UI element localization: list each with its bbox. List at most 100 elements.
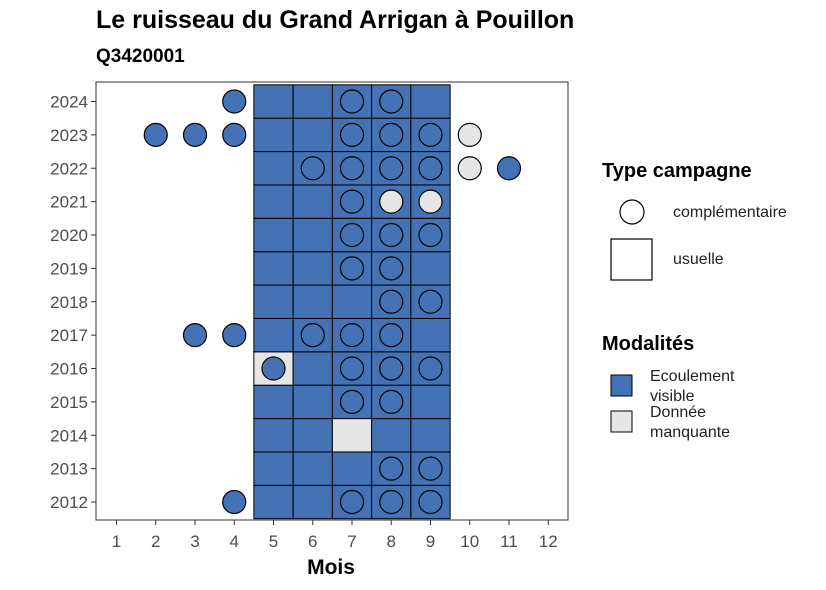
x-tick-label-2: 2 xyxy=(151,532,160,551)
complementaire-point-2023-2 xyxy=(143,122,168,147)
usuelle-tile-2013-6 xyxy=(292,451,333,486)
y-tick-label-2018: 2018 xyxy=(50,293,88,312)
legend-label-usuelle: usuelle xyxy=(673,251,724,268)
complementaire-point-2023-7 xyxy=(339,122,365,147)
complementaire-point-2017-3 xyxy=(182,323,208,348)
y-tick-label-2015: 2015 xyxy=(50,393,88,412)
usuelle-tile-2014-6 xyxy=(292,418,333,453)
usuelle-tile-2024-9 xyxy=(410,84,451,119)
complementaire-point-2016-8 xyxy=(379,356,404,381)
usuelle-tile-2014-9 xyxy=(410,418,451,453)
x-tick-label-5: 5 xyxy=(269,532,278,551)
legend-key-visible xyxy=(610,374,633,397)
y-axis: 2012 2013 2014 2015 2016 2017 2018 2019 2020 2021… xyxy=(50,93,96,512)
complementaire-point-2024-7 xyxy=(339,89,365,114)
usuelle-tile-2015-5 xyxy=(253,384,294,420)
y-tick-label-2012: 2012 xyxy=(50,493,88,512)
complementaire-points xyxy=(143,89,522,515)
complementaire-point-2022-8 xyxy=(379,156,404,181)
chart-subtitle: Q3420001 xyxy=(96,46,185,67)
usuelle-tile-2020-5 xyxy=(253,217,294,253)
usuelle-tile-2017-5 xyxy=(253,317,294,353)
complementaire-point-2017-7 xyxy=(339,323,365,348)
complementaire-point-2018-9 xyxy=(418,289,443,314)
legend-square-usuelle xyxy=(610,238,653,281)
usuelle-tile-2015-6 xyxy=(292,384,333,420)
y-tick-label-2023: 2023 xyxy=(50,126,88,145)
usuelle-tile-2024-5 xyxy=(253,84,294,119)
x-tick-label-11: 11 xyxy=(500,532,518,551)
usuelle-tile-2014-5 xyxy=(253,418,294,453)
complementaire-point-2022-9 xyxy=(418,156,443,181)
complementaire-point-2023-3 xyxy=(182,122,208,147)
complementaire-point-2020-9 xyxy=(418,222,443,248)
usuelle-tile-2024-6 xyxy=(292,84,333,119)
complementaire-point-2022-10 xyxy=(457,156,482,181)
legend-label-missing-line1: Donnée xyxy=(650,404,707,421)
complementaire-point-2022-11 xyxy=(496,156,522,181)
usuelle-tile-2021-5 xyxy=(253,184,294,219)
complementaire-point-2021-7 xyxy=(339,189,365,214)
usuelle-tile-2015-9 xyxy=(410,384,451,420)
usuelle-tile-2023-6 xyxy=(292,117,333,153)
usuelle-tile-2019-6 xyxy=(292,251,333,286)
usuelle-tile-2013-7 xyxy=(331,451,373,486)
usuelle-tile-2023-5 xyxy=(253,117,294,153)
complementaire-point-2012-4 xyxy=(222,489,247,515)
legend-label-visible: Ecoulement visible xyxy=(650,367,735,407)
complementaire-point-2012-7 xyxy=(339,489,365,515)
y-tick-label-2016: 2016 xyxy=(50,360,88,379)
complementaire-point-2016-9 xyxy=(418,356,443,381)
y-tick-label-2019: 2019 xyxy=(50,259,88,278)
legend-label-visible-line2: visible xyxy=(650,388,695,405)
usuelle-tile-2019-5 xyxy=(253,251,294,286)
x-axis-title: Mois xyxy=(307,556,355,579)
complementaire-point-2021-8 xyxy=(379,189,404,214)
legend-label-missing-line2: manquante xyxy=(650,424,731,441)
complementaire-point-2023-4 xyxy=(222,122,247,147)
complementaire-point-2012-9 xyxy=(418,489,443,515)
usuelle-tile-2019-9 xyxy=(410,251,451,286)
complementaire-point-2024-4 xyxy=(222,89,247,114)
x-tick-label-9: 9 xyxy=(426,532,435,551)
y-tick-label-2021: 2021 xyxy=(50,193,88,212)
complementaire-point-2023-8 xyxy=(379,122,404,147)
usuelle-tile-2012-6 xyxy=(292,484,333,520)
usuelle-tile-2022-5 xyxy=(253,151,294,186)
y-tick-label-2013: 2013 xyxy=(50,460,88,479)
y-tick-label-2020: 2020 xyxy=(50,226,88,245)
x-tick-label-1: 1 xyxy=(112,532,121,551)
complementaire-point-2012-8 xyxy=(379,489,404,515)
complementaire-point-2013-8 xyxy=(379,456,404,481)
usuelle-tile-2016-6 xyxy=(292,351,333,386)
complementaire-point-2016-7 xyxy=(339,356,365,381)
usuelle-tile-2021-6 xyxy=(292,184,333,219)
complementaire-point-2017-4 xyxy=(222,323,247,348)
complementaire-point-2016-5 xyxy=(261,356,286,381)
x-tick-label-8: 8 xyxy=(387,532,396,551)
usuelle-tile-2018-7 xyxy=(331,284,373,319)
complementaire-point-2024-8 xyxy=(379,89,404,114)
complementaire-point-2023-9 xyxy=(418,122,443,147)
complementaire-point-2022-6 xyxy=(300,156,325,181)
x-axis: 1 2 3 4 5 6 7 8 9 10 11 12 xyxy=(112,520,558,551)
complementaire-point-2019-7 xyxy=(339,256,365,281)
complementaire-point-2013-9 xyxy=(418,456,443,481)
legend-label-missing: Donnée manquante xyxy=(650,403,730,443)
complementaire-point-2019-8 xyxy=(379,256,404,281)
complementaire-point-2018-8 xyxy=(379,289,404,314)
legend-modalites-title: Modalités xyxy=(602,333,695,355)
usuelle-tile-2012-5 xyxy=(253,484,294,520)
complementaire-point-2023-10 xyxy=(457,122,482,147)
complementaire-point-2017-8 xyxy=(379,323,404,348)
legend-type-title: Type campagne xyxy=(602,160,752,182)
x-tick-label-12: 12 xyxy=(539,532,558,551)
usuelle-tile-2013-5 xyxy=(253,451,294,486)
x-tick-label-7: 7 xyxy=(347,532,356,551)
x-tick-label-6: 6 xyxy=(308,532,317,551)
legend-label-complementaire: complémentaire xyxy=(673,204,787,221)
usuelle-tile-2014-7 xyxy=(331,418,373,453)
y-tick-label-2014: 2014 xyxy=(50,426,88,445)
usuelle-tile-2017-9 xyxy=(410,317,451,353)
